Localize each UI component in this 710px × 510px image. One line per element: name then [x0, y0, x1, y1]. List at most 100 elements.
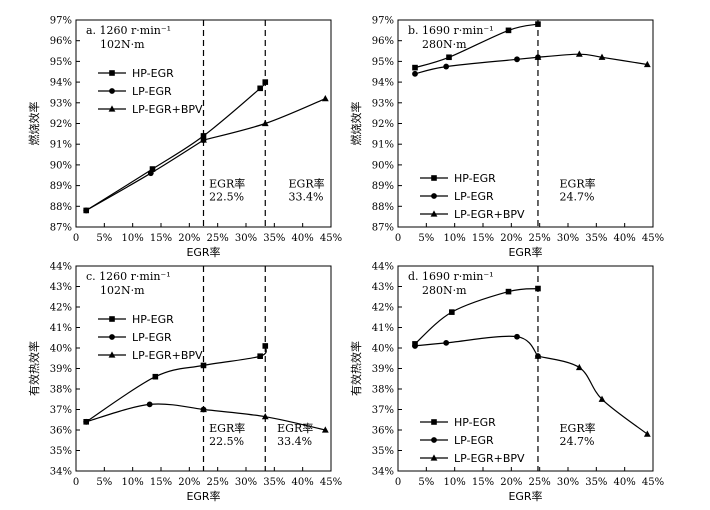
- annotation-label: EGR率: [560, 177, 596, 191]
- legend-label: HP-EGR: [454, 416, 496, 429]
- legend-label: LP-EGR: [132, 85, 172, 98]
- data-point: [83, 418, 90, 425]
- legend-label: LP-EGR+BPV: [132, 349, 203, 362]
- data-point: [534, 352, 542, 359]
- legend-marker: [431, 419, 437, 425]
- y-tick-label: 41%: [50, 323, 72, 334]
- x-tick-label: 10%: [122, 233, 144, 244]
- x-tick-label: 35%: [585, 233, 607, 244]
- legend-label: LP-EGR+BPV: [454, 452, 525, 465]
- data-point: [200, 405, 207, 413]
- y-tick-label: 91%: [372, 140, 394, 151]
- legend-marker: [430, 210, 438, 217]
- legend: HP-EGR LP-EGR LP-EGR+BPV: [420, 416, 525, 465]
- y-tick-label: 91%: [50, 140, 72, 151]
- series-line-lp-egr: [414, 335, 539, 357]
- data-point: [575, 50, 583, 57]
- y-axis-label: 燃烧效率: [349, 102, 363, 146]
- y-tick-label: 90%: [372, 160, 394, 171]
- y-tick-label: 40%: [50, 344, 72, 355]
- data-point: [83, 207, 90, 214]
- x-tick-label: 20%: [500, 233, 522, 244]
- series-line-hp-egr: [414, 288, 539, 345]
- y-tick-label: 87%: [50, 223, 72, 234]
- panel-subtitle: 280N·m: [422, 284, 467, 297]
- legend-label: HP-EGR: [132, 313, 174, 326]
- y-tick-label: 37%: [50, 405, 72, 416]
- x-tick-label: 5%: [418, 233, 434, 244]
- annotation-label: EGR率: [289, 177, 325, 191]
- y-tick-label: 44%: [50, 262, 72, 273]
- x-tick-label: 0: [395, 477, 401, 488]
- data-point: [449, 309, 455, 315]
- x-tick-label: 40%: [292, 233, 314, 244]
- data-point: [535, 285, 541, 292]
- y-tick-label: 37%: [372, 405, 394, 416]
- data-point: [575, 363, 583, 371]
- data-point: [200, 136, 207, 143]
- x-tick-label: 10%: [444, 477, 466, 488]
- y-axis-label: 燃烧效率: [27, 102, 41, 146]
- series-line-lp-egr: [414, 56, 539, 75]
- panel-subtitle: 102N·m: [100, 284, 145, 297]
- data-point: [643, 430, 651, 437]
- x-axis-label: EGR率: [186, 489, 220, 503]
- panel-title: d. 1690 r·min⁻¹: [408, 270, 494, 283]
- legend-marker: [109, 88, 115, 94]
- x-tick-label: 30%: [235, 233, 257, 244]
- x-tick-label: 15%: [150, 477, 172, 488]
- panel-subtitle: 280N·m: [422, 38, 467, 51]
- x-tick-label: 40%: [614, 477, 636, 488]
- data-point: [146, 401, 153, 408]
- x-tick-label: 30%: [557, 233, 579, 244]
- x-tick-label: 15%: [472, 233, 494, 244]
- data-point: [598, 53, 606, 60]
- x-tick-label: 30%: [557, 477, 579, 488]
- data-point: [200, 362, 207, 369]
- y-tick-label: 90%: [50, 160, 72, 171]
- series-line-lp-egr-bpv: [203, 98, 326, 141]
- legend-marker: [109, 334, 115, 340]
- y-tick-label: 34%: [372, 467, 394, 478]
- chart-panel-d: 0 5% 10% 15% 20% 25% 30% 35% 40% 45% 34% 35% 36% 37% 3…: [349, 262, 664, 504]
- y-tick-label: 39%: [50, 364, 72, 375]
- data-point: [152, 373, 159, 380]
- y-tick-label: 97%: [50, 16, 72, 27]
- data-point: [200, 133, 207, 139]
- y-tick-label: 87%: [372, 223, 394, 234]
- x-tick-label: 40%: [614, 233, 636, 244]
- data-point: [643, 60, 651, 68]
- legend-label: LP-EGR+BPV: [454, 208, 525, 221]
- y-tick-label: 41%: [372, 323, 394, 334]
- x-tick-label: 10%: [122, 477, 144, 488]
- data-point: [446, 54, 452, 61]
- x-axis-label: EGR率: [186, 245, 220, 259]
- x-tick-label: 45%: [642, 477, 664, 488]
- y-tick-label: 35%: [50, 446, 72, 457]
- y-tick-label: 42%: [372, 303, 394, 314]
- annotation-value: 33.4%: [289, 191, 324, 204]
- x-tick-label: 45%: [320, 477, 342, 488]
- y-tick-label: 89%: [50, 181, 72, 192]
- annotation-label: EGR率: [209, 421, 245, 435]
- series-line-hp-egr: [414, 23, 539, 69]
- y-tick-label: 88%: [50, 202, 72, 213]
- legend-label: LP-EGR: [454, 190, 494, 203]
- x-tick-label: 5%: [418, 477, 434, 488]
- y-tick-label: 93%: [50, 98, 72, 109]
- data-point: [257, 353, 263, 359]
- x-tick-label: 5%: [96, 477, 112, 488]
- legend: HP-EGR LP-EGR LP-EGR+BPV: [420, 172, 525, 221]
- y-tick-label: 88%: [372, 202, 394, 213]
- x-tick-label: 35%: [263, 233, 285, 244]
- x-tick-label: 10%: [444, 233, 466, 244]
- data-point: [412, 70, 418, 77]
- legend-marker: [109, 70, 115, 76]
- panel-title: b. 1690 r·min⁻¹: [408, 24, 494, 37]
- x-tick-label: 35%: [263, 477, 285, 488]
- x-tick-label: 25%: [207, 233, 229, 244]
- chart-panel-b: 0 5% 10% 15% 20% 25% 30% 35% 40% 45% 87% 88% 89% 90% 9…: [349, 16, 664, 260]
- x-tick-label: 15%: [150, 233, 172, 244]
- annotation-value: 22.5%: [209, 191, 244, 204]
- legend-marker: [108, 351, 116, 358]
